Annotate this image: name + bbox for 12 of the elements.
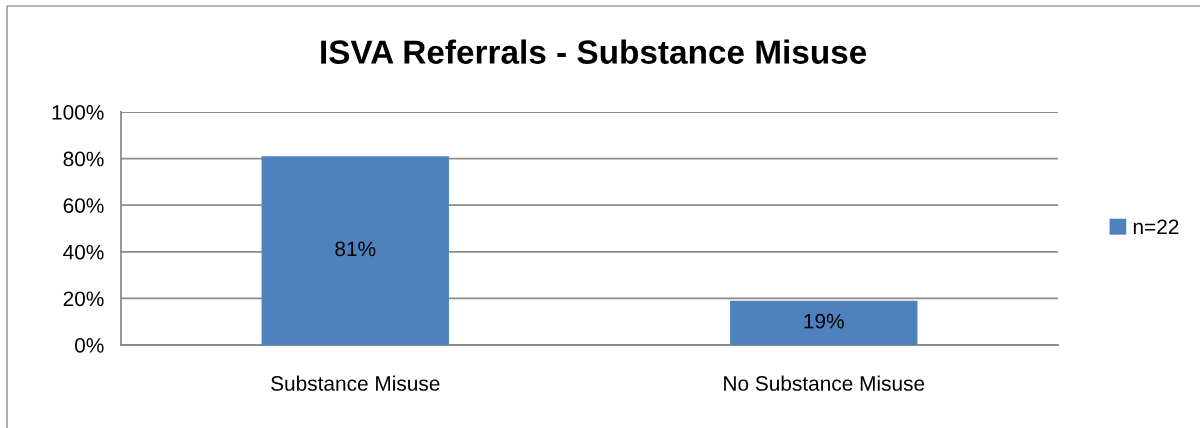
y-tick-label: 60%	[63, 198, 104, 213]
y-tick-label: 0%	[75, 338, 104, 353]
y-tick-label: 20%	[63, 291, 104, 307]
x-tick-label: No Substance Misuse	[724, 375, 925, 391]
y-tick-label: 80%	[63, 151, 104, 167]
x-tick-label: Substance Misuse	[271, 375, 440, 391]
chart-title: ISVA Referrals - Substance Misuse	[321, 39, 867, 64]
data-label: 81%	[335, 241, 376, 257]
legend-label: n=22	[1133, 219, 1179, 234]
y-tick-label: 40%	[63, 244, 104, 260]
data-label: 19%	[804, 313, 844, 329]
y-tick-label: 100%	[52, 105, 104, 120]
